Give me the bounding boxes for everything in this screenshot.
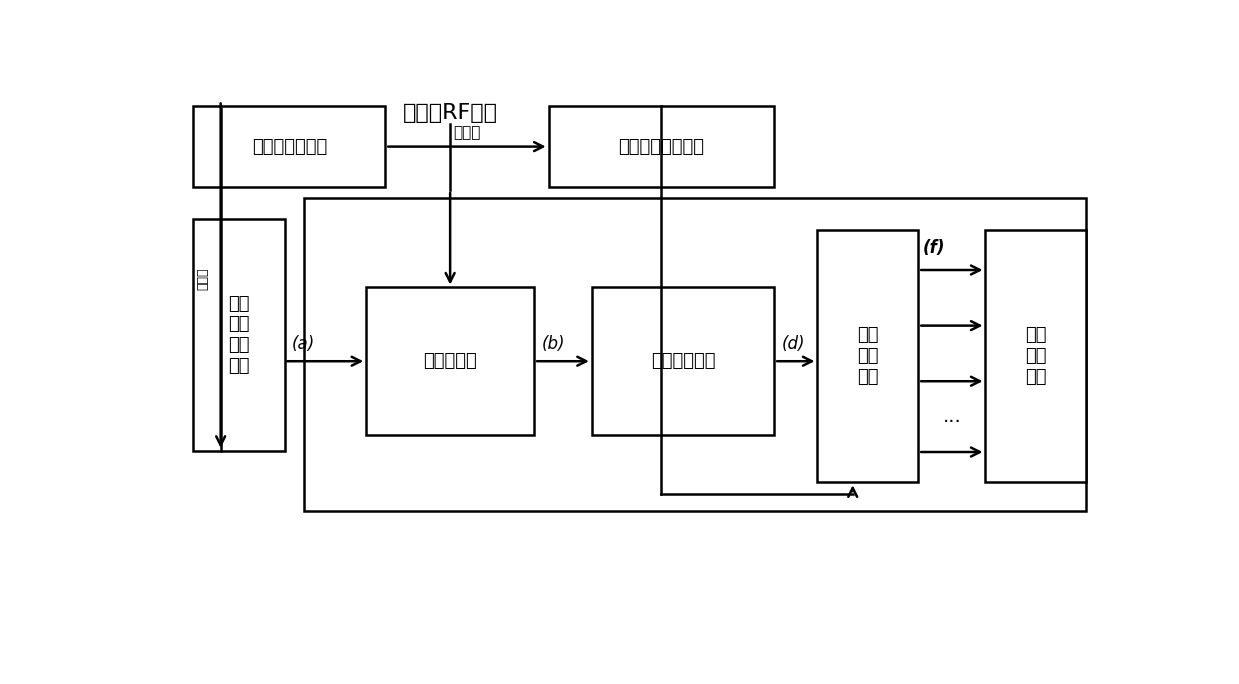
Bar <box>818 230 918 482</box>
Text: 本振光: 本振光 <box>453 125 481 140</box>
Text: ...: ... <box>943 407 961 426</box>
Text: 相干光产生模块: 相干光产生模块 <box>252 137 327 155</box>
Text: 待处理RF信号: 待处理RF信号 <box>403 103 498 123</box>
Bar <box>193 219 285 451</box>
Text: (b): (b) <box>541 335 565 354</box>
Bar <box>592 287 774 435</box>
Text: 周期性光滤波: 周期性光滤波 <box>650 352 715 370</box>
Text: 信道
分离
模块: 信道 分离 模块 <box>857 326 878 386</box>
Bar <box>193 106 385 187</box>
Bar <box>985 230 1087 482</box>
Bar <box>367 287 534 435</box>
Text: 信号
光梳
产生
模块: 信号 光梳 产生 模块 <box>228 295 249 375</box>
Text: (a): (a) <box>292 335 316 354</box>
Text: 本振光梳产生模块: 本振光梳产生模块 <box>618 137 705 155</box>
Bar <box>304 198 1087 512</box>
Text: (d): (d) <box>782 335 805 354</box>
Text: 电光调制器: 电光调制器 <box>424 352 477 370</box>
Text: (f): (f) <box>923 239 945 256</box>
Bar <box>549 106 774 187</box>
Text: 光电
转换
阵列: 光电 转换 阵列 <box>1025 326 1047 386</box>
Text: 信号光: 信号光 <box>197 267 209 289</box>
